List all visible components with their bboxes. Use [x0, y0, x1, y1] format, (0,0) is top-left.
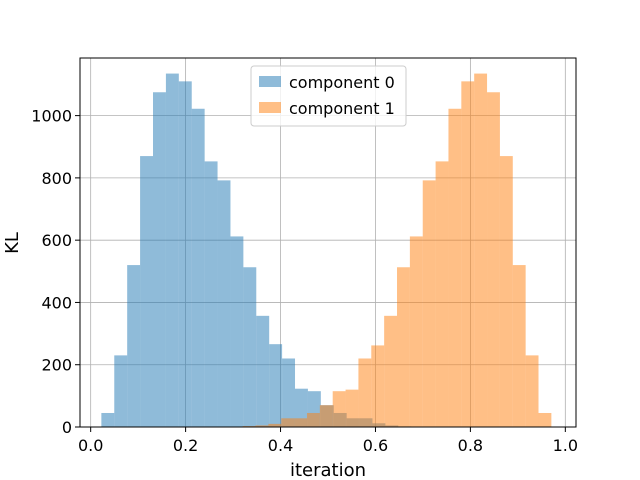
histogram-bar: [255, 425, 269, 427]
histogram-bar: [358, 358, 372, 427]
legend-box: [250, 65, 407, 127]
legend-swatch: [259, 102, 281, 113]
x-tick-label: 0.6: [363, 436, 388, 455]
plot-frame: [79, 57, 577, 428]
histogram-bar: [538, 412, 552, 427]
series-1-bars: [229, 73, 552, 428]
histogram-bar: [397, 267, 410, 427]
x-axis-label: iteration: [290, 460, 366, 480]
histogram-bar: [140, 156, 153, 427]
tick-labels: 0.0 0.2 0.4 0.6 0.8 1.0 0 200 400 600 800 1000: [31, 107, 578, 455]
histogram-bar: [474, 73, 488, 428]
histogram-bar: [268, 423, 282, 427]
histogram-bar: [409, 236, 423, 427]
histogram-bar: [487, 92, 500, 427]
histogram-bar: [101, 412, 115, 427]
legend-label: component 0: [289, 73, 395, 92]
histogram-bar: [127, 265, 141, 427]
histogram-bar: [306, 412, 320, 427]
histogram-bar: [448, 108, 462, 428]
x-tick-label: 1.0: [553, 436, 578, 455]
histogram-bar: [204, 161, 218, 428]
x-tick-label: 0.2: [173, 436, 198, 455]
histogram-bar: [282, 358, 296, 427]
y-tick-label: 200: [41, 356, 72, 375]
axes: [75, 57, 577, 432]
histogram-bar: [230, 236, 244, 427]
series-0-bars: [101, 73, 425, 428]
histogram-bar: [281, 418, 295, 427]
histogram-bar: [295, 388, 308, 427]
histogram-bar: [152, 92, 166, 427]
x-tick-label: 0.8: [458, 436, 483, 455]
histogram-bar: [191, 108, 205, 428]
y-tick-label: 0: [62, 418, 72, 437]
histogram-bar: [461, 81, 475, 427]
y-tick-label: 600: [41, 231, 72, 250]
histogram-bar: [345, 389, 359, 427]
histogram-bar: [178, 81, 192, 427]
x-tick-label: 0.4: [268, 436, 293, 455]
histogram-bar: [435, 161, 449, 428]
y-tick-label: 1000: [31, 107, 72, 126]
histogram-bar: [525, 355, 539, 427]
histogram-bar: [422, 180, 436, 427]
histogram-bars: [101, 73, 552, 428]
histogram-bar: [114, 355, 128, 427]
histogram-bar: [243, 267, 257, 427]
histogram-bar: [319, 405, 333, 427]
histogram-bar: [269, 344, 283, 427]
histogram-bar: [499, 156, 513, 427]
histogram-bar: [384, 315, 398, 427]
histogram-bar: [512, 265, 526, 427]
legend-label: component 1: [289, 99, 395, 118]
histogram-bar: [332, 391, 346, 427]
legend: component 0 component 1: [250, 65, 407, 127]
x-tick-label: 0.0: [78, 436, 103, 455]
y-tick-label: 800: [41, 169, 72, 188]
histogram-bar: [294, 418, 307, 427]
histogram-bar: [371, 345, 385, 427]
histogram-bar: [165, 73, 179, 428]
legend-swatch: [259, 76, 281, 87]
histogram-bar: [256, 315, 270, 427]
y-axis-label: KL: [2, 232, 23, 254]
histogram-bar: [217, 180, 231, 427]
y-tick-label: 400: [41, 293, 72, 312]
